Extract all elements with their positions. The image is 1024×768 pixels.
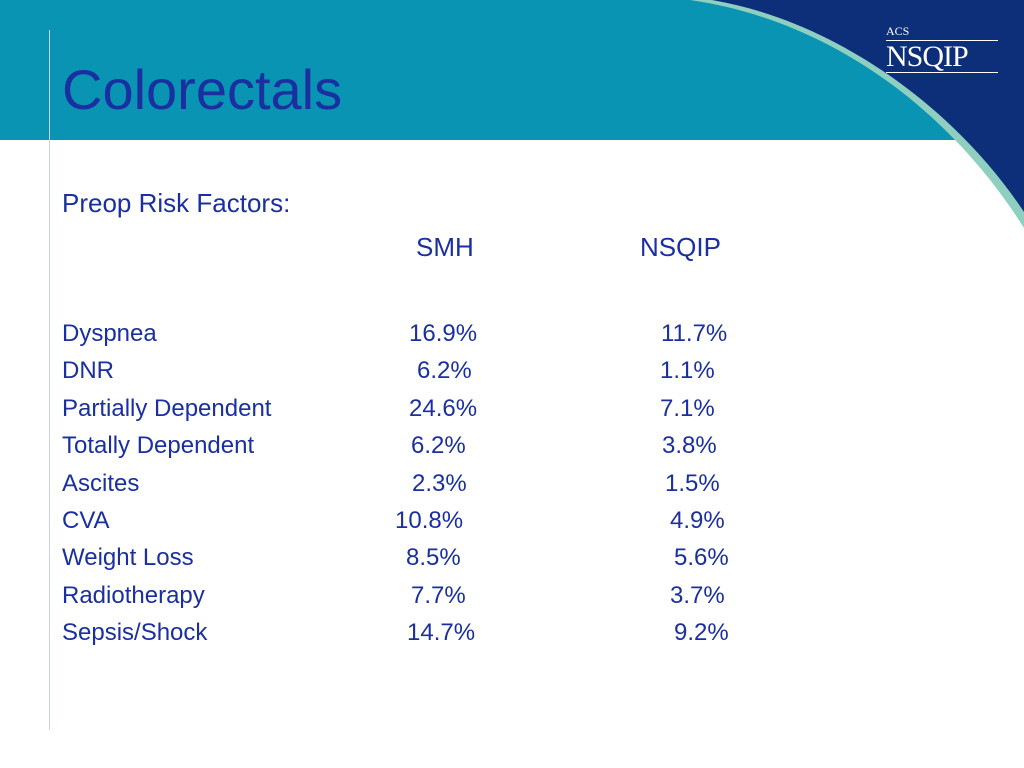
row-label: Weight Loss xyxy=(62,544,194,571)
nsqip-value: 1.1% xyxy=(660,357,715,384)
smh-value: 8.5% xyxy=(406,544,461,571)
smh-value: 2.3% xyxy=(412,470,467,497)
smh-value: 6.2% xyxy=(417,357,472,384)
smh-value: 7.7% xyxy=(411,582,466,609)
logo-rule-bottom xyxy=(886,72,998,73)
table-row: Totally Dependent 6.2% 3.8% xyxy=(0,432,1024,464)
table-row: Partially Dependent 24.6% 7.1% xyxy=(0,395,1024,427)
table-row: Sepsis/Shock 14.7% 9.2% xyxy=(0,619,1024,651)
row-label: Radiotherapy xyxy=(62,582,205,609)
smh-value: 6.2% xyxy=(411,432,466,459)
row-label: Ascites xyxy=(62,470,140,497)
table-row: DNR 6.2% 1.1% xyxy=(0,357,1024,389)
nsqip-value: 5.6% xyxy=(674,544,729,571)
logo-nsqip-text: NSQIP xyxy=(886,40,969,73)
smh-value: 10.8% xyxy=(395,507,464,534)
row-label: Totally Dependent xyxy=(62,432,255,459)
acs-nsqip-logo: ACS NSQIP xyxy=(880,24,1000,74)
table-row: CVA 10.8% 4.9% xyxy=(0,507,1024,539)
column-header-smh: SMH xyxy=(416,232,474,262)
table-row: Ascites 2.3% 1.5% xyxy=(0,470,1024,502)
nsqip-value: 11.7% xyxy=(661,320,728,347)
row-label: Sepsis/Shock xyxy=(62,619,208,646)
row-label: Partially Dependent xyxy=(62,395,272,422)
vertical-divider xyxy=(49,30,50,730)
row-label: Dyspnea xyxy=(62,320,157,347)
table-row: Radiotherapy 7.7% 3.7% xyxy=(0,582,1024,614)
nsqip-value: 1.5% xyxy=(665,470,720,497)
nsqip-value: 7.1% xyxy=(660,395,715,422)
column-header-nsqip: NSQIP xyxy=(640,232,721,262)
row-label: DNR xyxy=(62,357,114,384)
logo-acs-text: ACS xyxy=(886,24,910,38)
nsqip-value: 4.9% xyxy=(670,507,725,534)
table-row: Weight Loss 8.5% 5.6% xyxy=(0,544,1024,576)
nsqip-value: 3.7% xyxy=(670,582,725,609)
nsqip-value: 9.2% xyxy=(674,619,729,646)
nsqip-value: 3.8% xyxy=(662,432,717,459)
slide-title: Colorectals xyxy=(62,58,343,121)
smh-value: 16.9% xyxy=(409,320,478,347)
smh-value: 24.6% xyxy=(409,395,478,422)
smh-value: 14.7% xyxy=(407,619,476,646)
section-subtitle: Preop Risk Factors: xyxy=(62,188,291,218)
logo-rule-top xyxy=(886,40,998,41)
corner-swoosh-graphic xyxy=(690,0,1024,228)
table-row: Dyspnea 16.9% 11.7% xyxy=(0,320,1024,352)
row-label: CVA xyxy=(62,507,110,534)
